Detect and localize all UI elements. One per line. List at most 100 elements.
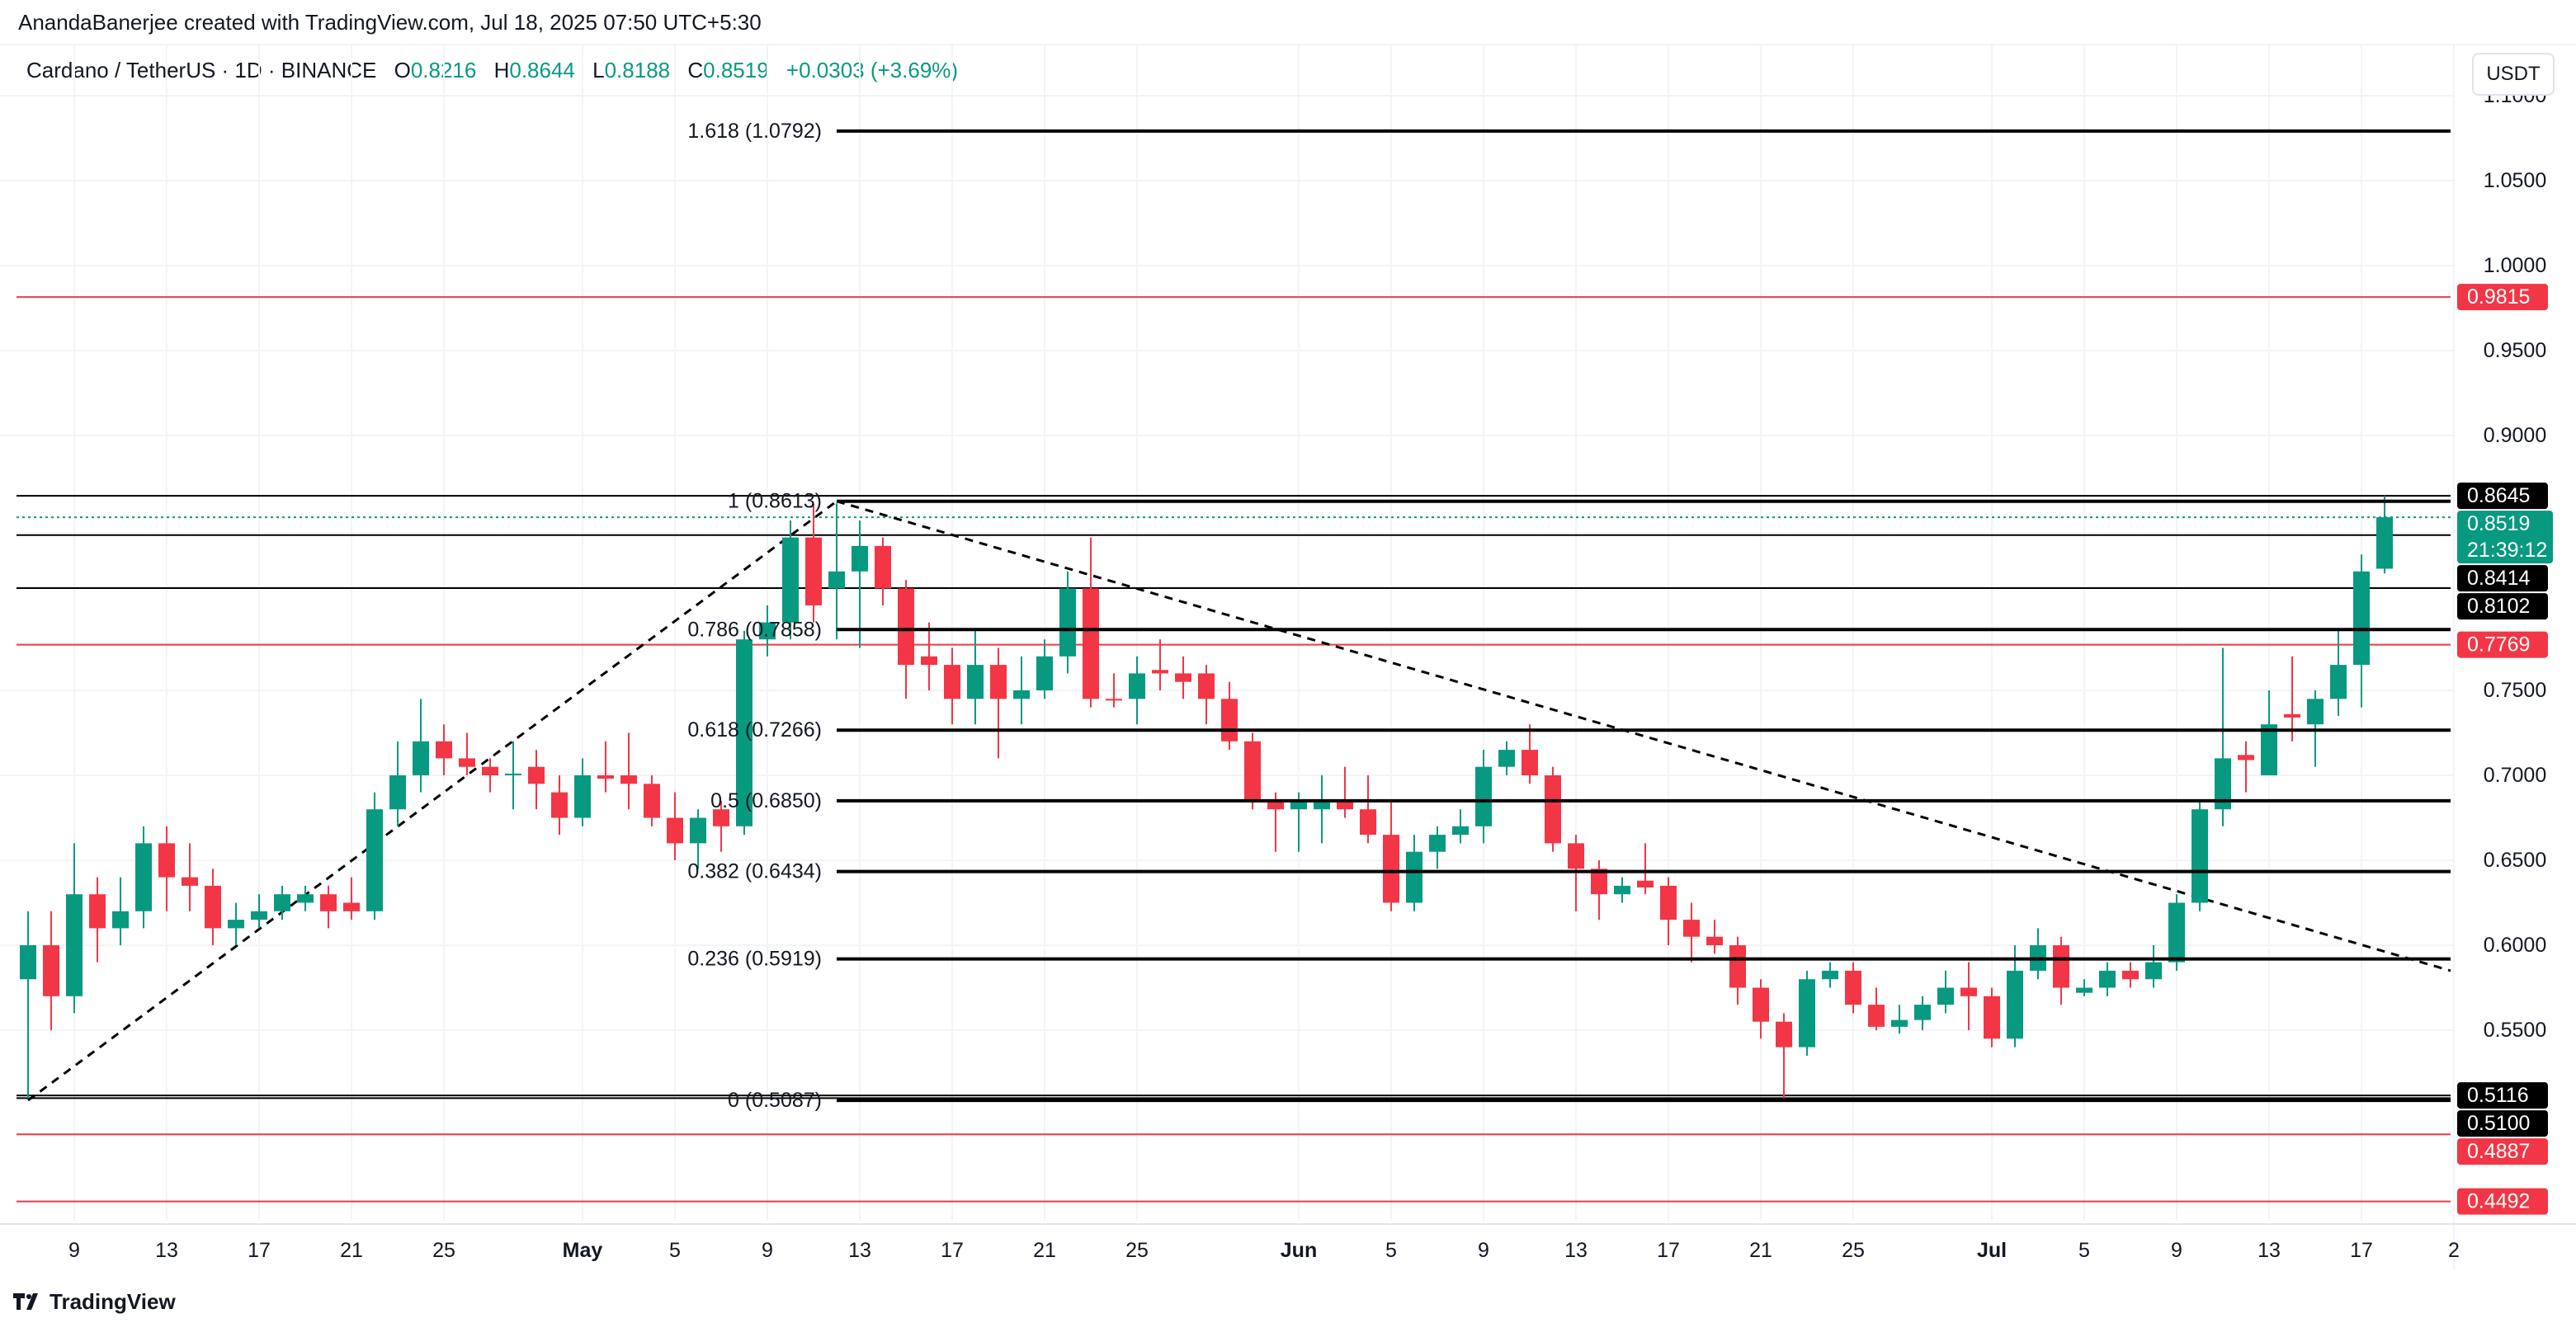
open-label: O [394, 58, 411, 82]
candle-body [2053, 945, 2069, 988]
candle-body [135, 843, 152, 911]
price-tag: 0.8414 [2467, 567, 2531, 590]
candle-body [228, 920, 244, 929]
fib-level-label: 0 (0.5087) [728, 1089, 822, 1112]
candle-body [1175, 673, 1191, 682]
price-tag: 0.4887 [2467, 1140, 2530, 1163]
candle [2076, 979, 2092, 996]
candle-body [66, 894, 83, 996]
price-tag: 0.9815 [2467, 285, 2530, 308]
candle [1337, 766, 1353, 818]
candle-body [690, 817, 706, 844]
low-value: 0.8188 [604, 58, 671, 82]
candle-body [667, 817, 683, 844]
candle [274, 885, 290, 920]
symbol-legend: Cardano / TetherUS · 1D · BINANCE O0.821… [26, 58, 970, 83]
high-label: H [493, 58, 510, 82]
x-tick-label: 25 [1842, 1239, 1865, 1262]
x-tick-label: 21 [1033, 1239, 1056, 1262]
price-tag: 0.4492 [2467, 1190, 2530, 1213]
price-tag-bg [2457, 1188, 2548, 1215]
tradingview-logo[interactable]: TradingView [13, 1289, 176, 1315]
candle-body [1753, 987, 1769, 1022]
candle-body [436, 741, 452, 759]
candle-body [320, 894, 337, 911]
candle-body [759, 622, 776, 640]
x-tick-label: 9 [2171, 1239, 2182, 1262]
candle [1729, 936, 1746, 1005]
candle-body [713, 809, 729, 826]
candle [898, 580, 914, 699]
x-tick-label: 17 [2350, 1239, 2373, 1262]
candle-body [366, 809, 383, 911]
candle-body [1106, 699, 1122, 701]
candle-body [921, 656, 937, 666]
candle [505, 741, 521, 810]
candle [1244, 732, 1261, 810]
candle [1059, 571, 1076, 674]
candle-body [1683, 920, 1700, 937]
candle [20, 911, 36, 1099]
candle [1891, 1005, 1908, 1034]
candle [759, 605, 776, 657]
x-tick-label: 9 [1478, 1239, 1489, 1262]
candle [1660, 877, 1677, 945]
candle-body [1960, 987, 1977, 996]
candle-body [1244, 741, 1261, 801]
x-tick-label: 13 [848, 1239, 871, 1262]
candle-body [413, 741, 429, 775]
candle-body [1614, 885, 1630, 895]
candle-body [482, 766, 498, 775]
candle-body [805, 537, 822, 605]
candle [782, 520, 799, 640]
price-tag-bg [2457, 1110, 2548, 1137]
candle [1753, 979, 1769, 1039]
candle [597, 741, 614, 793]
fib-level-label: 1 (0.8613) [728, 490, 822, 513]
candle-body [205, 885, 221, 929]
candle [1152, 639, 1168, 690]
x-tick-label: 9 [762, 1239, 773, 1262]
candle-body [1937, 987, 1954, 1005]
candle-body [2330, 665, 2347, 699]
candle [1383, 800, 1399, 911]
candle-body [2238, 755, 2254, 760]
fib-level-label: 0.618 (0.7266) [687, 718, 822, 742]
candle-body [343, 902, 360, 911]
x-tick-label: 17 [941, 1239, 964, 1262]
x-tick-label: 21 [1749, 1239, 1772, 1262]
symbol-name[interactable]: Cardano / TetherUS · 1D · BINANCE [26, 58, 377, 82]
fib-level-label: 0.5 (0.6850) [710, 789, 822, 812]
candle-body [1637, 880, 1654, 887]
candle-body [1568, 843, 1584, 869]
candle [1591, 860, 1607, 920]
price-tag: 0.5100 [2467, 1112, 2530, 1135]
candle-body [1406, 851, 1422, 903]
candle-body [2261, 724, 2277, 775]
currency-button[interactable]: USDT [2472, 53, 2555, 96]
candle [1776, 1013, 1792, 1099]
candle-body [1868, 1005, 1885, 1027]
candle [228, 902, 244, 945]
x-tick-label: 9 [68, 1239, 80, 1262]
candle-body [182, 877, 198, 886]
candle [43, 911, 59, 1030]
candle [2191, 800, 2208, 911]
y-tick-label: 0.7500 [2484, 679, 2546, 702]
candle [1545, 766, 1561, 852]
candle [2099, 962, 2116, 996]
fib-level-label: 0.786 (0.7858) [687, 618, 822, 641]
candle [1013, 656, 1030, 725]
candle [343, 877, 360, 920]
candle [2238, 741, 2254, 793]
candle [2007, 945, 2023, 1048]
candle-body [1337, 800, 1353, 810]
candle-body [2376, 517, 2393, 569]
candle [2145, 945, 2162, 988]
candle-body [644, 784, 660, 818]
y-tick-label: 0.9000 [2484, 424, 2546, 447]
candle [1799, 970, 1815, 1056]
candle [459, 732, 475, 775]
candle-body [1198, 673, 1215, 699]
